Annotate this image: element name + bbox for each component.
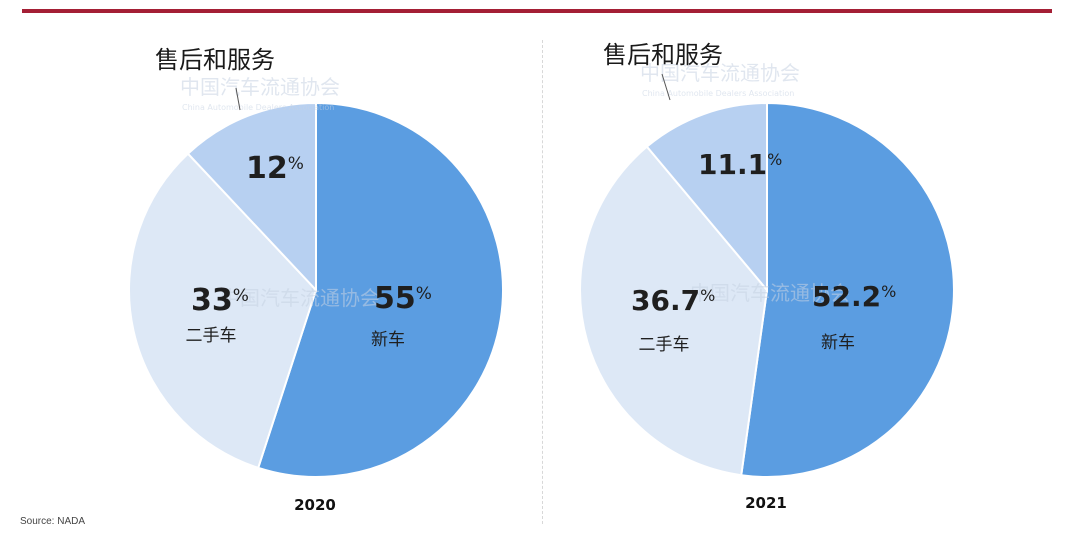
chart-title-2020: 2020 (294, 496, 336, 514)
watermark-en: China Automobile Dealers Association (182, 103, 334, 112)
data-label-service: 12% (246, 151, 304, 186)
pie-slice-service (186, 101, 317, 293)
watermark-cn: 中国汽车流通协会 (640, 61, 800, 85)
data-label-used: 36.7% (631, 284, 715, 317)
watermark-2021: 中国汽车流通协会 China Automobile Dealers Associ… (640, 61, 850, 305)
pie-slice-new (256, 101, 504, 478)
value-service: 11.1 (698, 148, 767, 181)
label-used: 二手车 (639, 335, 690, 355)
data-label-new: 52.2% (812, 280, 896, 313)
value-new: 52.2 (812, 280, 881, 313)
data-label-service: 11.1% (698, 148, 782, 181)
label-service: 售后和服务 (603, 41, 723, 69)
callout-line (661, 73, 671, 101)
data-label-new: 55% (374, 281, 432, 316)
value-used: 36.7 (631, 284, 700, 317)
label-used: 二手车 (186, 326, 237, 346)
watermark-en: China Automobile Dealers Association (642, 89, 794, 98)
watermark-cn-center: 中国汽车流通协会 (220, 286, 380, 310)
header-accent-bar (22, 9, 1052, 13)
watermark-cn-center: 中国汽车流通协会 (690, 281, 850, 305)
pie-slice-used (128, 152, 318, 470)
data-label-used: 33% (191, 283, 249, 318)
label-service: 售后和服务 (155, 46, 275, 74)
label-new: 新车 (821, 333, 855, 353)
source-note: Source: NADA (20, 516, 86, 527)
callout-line (235, 87, 241, 111)
pie-slice-used (579, 145, 769, 477)
value-used: 33 (191, 283, 233, 318)
watermark-2020: 中国汽车流通协会 China Automobile Dealers Associ… (180, 75, 380, 310)
watermark-cn: 中国汽车流通协会 (180, 75, 340, 99)
chart-divider (542, 40, 543, 524)
value-new: 55 (374, 281, 416, 316)
value-service: 12 (246, 151, 288, 186)
pie-slice-new (740, 101, 955, 478)
label-new: 新车 (371, 330, 405, 350)
pie-slice-service (645, 101, 768, 293)
pie-chart-2020: 中国汽车流通协会 China Automobile Dealers Associ… (128, 46, 504, 514)
chart-title-2021: 2021 (745, 494, 787, 512)
pie-chart-2021: 中国汽车流通协会 China Automobile Dealers Associ… (579, 41, 955, 512)
